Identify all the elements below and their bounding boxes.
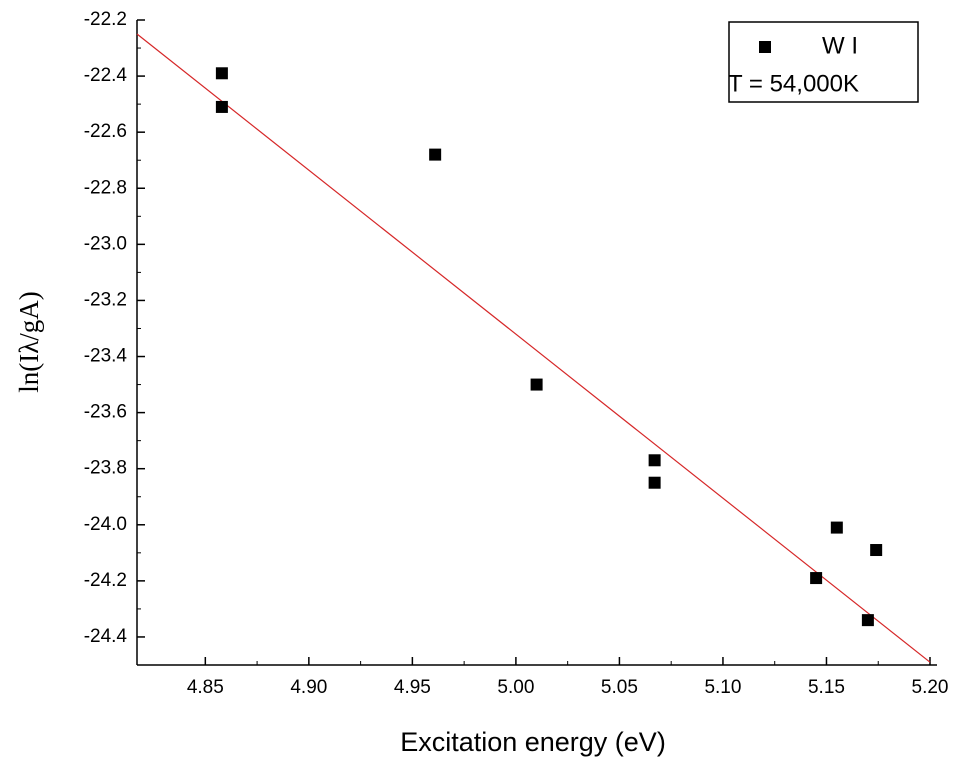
- y-tick-label: -23.4: [84, 346, 128, 367]
- x-tick-label: 5.20: [912, 677, 949, 698]
- point: [429, 148, 442, 161]
- point: [215, 100, 228, 113]
- legend-label: W I: [822, 32, 858, 59]
- point: [870, 544, 883, 557]
- y-tick-label: -24.2: [84, 570, 127, 591]
- x-tick-label: 4.95: [394, 677, 431, 698]
- y-tick-label: -23.0: [84, 233, 127, 254]
- y-tick-label: -24.0: [84, 514, 127, 535]
- y-tick-label: -23.6: [84, 402, 127, 423]
- y-tick-label: -22.4: [84, 65, 128, 86]
- legend-marker: [759, 41, 771, 53]
- x-tick-label: 5.00: [497, 677, 534, 698]
- annotation: T = 54,000K: [728, 70, 859, 97]
- y-tick-label: -22.8: [84, 177, 127, 198]
- point: [648, 476, 661, 489]
- x-tick-label: 4.85: [187, 677, 224, 698]
- point: [648, 454, 661, 467]
- point: [810, 572, 823, 585]
- x-tick-label: 4.90: [290, 677, 327, 698]
- y-axis-label: ln(Iλ/gA): [14, 291, 44, 393]
- fit-line: [136, 33, 931, 663]
- legend-box: [728, 21, 919, 103]
- point: [830, 521, 843, 534]
- x-tick-label: 5.10: [704, 677, 741, 698]
- point: [215, 67, 228, 80]
- y-tick-label: -23.2: [84, 289, 127, 310]
- y-tick-label: -24.4: [84, 626, 128, 647]
- x-tick-label: 5.15: [808, 677, 845, 698]
- y-tick-label: -22.6: [84, 121, 127, 142]
- x-tick-label: 5.05: [601, 677, 638, 698]
- y-tick-label: -23.8: [84, 458, 127, 479]
- point: [530, 378, 543, 391]
- x-axis-label: Excitation energy (eV): [400, 727, 666, 757]
- y-tick-label: -22.2: [84, 9, 127, 30]
- point: [861, 614, 874, 627]
